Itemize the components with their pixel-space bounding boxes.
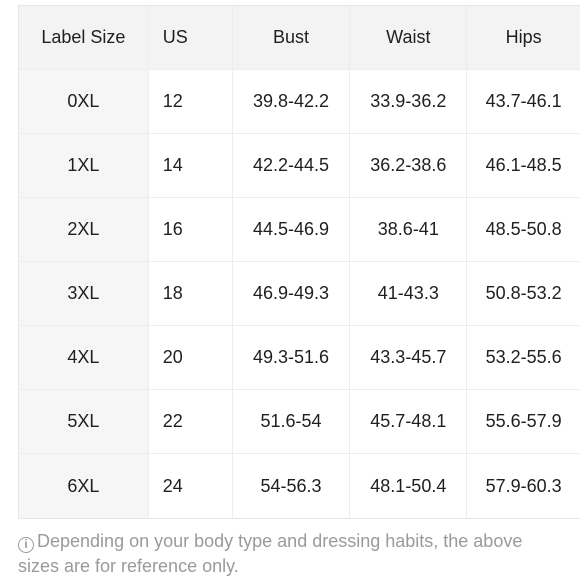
cell-hips: 55.6-57.9 <box>485 411 562 431</box>
cell-label-size: 1XL <box>19 134 149 197</box>
cell-us: 16 <box>149 198 233 261</box>
cell-us: 12 <box>149 70 233 133</box>
table-header-row: Label Size US Bust Waist Hips <box>19 6 580 70</box>
table-row: 0XL 12 39.8-42.2 33.9-36.2 43.7-46.1 <box>19 70 580 134</box>
cell-hips: 43.7-46.1 <box>485 91 562 111</box>
cell-us: 18 <box>149 262 233 325</box>
cell-bust: 51.6-54 <box>233 390 351 453</box>
cell-hips: 50.8-53.2 <box>485 283 562 303</box>
cell-waist: 43.3-45.7 <box>350 326 468 389</box>
header-label-size: Label Size <box>19 6 149 69</box>
cell-waist: 38.6-41 <box>350 198 468 261</box>
cell-us: 22 <box>149 390 233 453</box>
cell-us: 14 <box>149 134 233 197</box>
reference-note-text: Depending on your body type and dressing… <box>18 531 523 576</box>
cell-bust: 54-56.3 <box>233 454 351 518</box>
cell-label-size: 0XL <box>19 70 149 133</box>
cell-hips: 57.9-60.3 <box>485 475 562 496</box>
cell-hips: 48.5-50.8 <box>485 219 562 239</box>
header-hips: Hips <box>467 6 580 69</box>
info-icon: i <box>18 537 34 553</box>
reference-note: i Depending on your body type and dressin… <box>18 529 563 579</box>
cell-waist: 36.2-38.6 <box>350 134 468 197</box>
cell-waist: 45.7-48.1 <box>350 390 468 453</box>
cell-waist: 48.1-50.4 <box>350 454 468 518</box>
size-chart-table: Label Size US Bust Waist Hips 0XL 12 39.… <box>18 5 580 519</box>
cell-us: 24 <box>149 454 233 518</box>
cell-bust: 49.3-51.6 <box>233 326 351 389</box>
cell-bust: 42.2-44.5 <box>233 134 351 197</box>
cell-hips: 46.1-48.5 <box>485 155 562 175</box>
cell-waist: 41-43.3 <box>350 262 468 325</box>
cell-label-size: 4XL <box>19 326 149 389</box>
cell-us: 20 <box>149 326 233 389</box>
table-row: 2XL 16 44.5-46.9 38.6-41 48.5-50.8 <box>19 198 580 262</box>
cell-label-size: 5XL <box>19 390 149 453</box>
table-row: 5XL 22 51.6-54 45.7-48.1 55.6-57.9 <box>19 390 580 454</box>
table-row: 4XL 20 49.3-51.6 43.3-45.7 53.2-55.6 <box>19 326 580 390</box>
cell-bust: 39.8-42.2 <box>233 70 351 133</box>
cell-label-size: 2XL <box>19 198 149 261</box>
table-row: 1XL 14 42.2-44.5 36.2-38.6 46.1-48.5 <box>19 134 580 198</box>
header-waist: Waist <box>350 6 468 69</box>
cell-hips: 53.2-55.6 <box>485 347 562 367</box>
table-row: 3XL 18 46.9-49.3 41-43.3 50.8-53.2 <box>19 262 580 326</box>
cell-label-size: 3XL <box>19 262 149 325</box>
cell-bust: 44.5-46.9 <box>233 198 351 261</box>
header-us: US <box>148 6 233 69</box>
header-bust: Bust <box>232 6 351 69</box>
cell-label-size: 6XL <box>19 454 149 518</box>
table-row: 6XL 24 54-56.3 48.1-50.4 57.9-60.3 <box>19 454 580 518</box>
cell-bust: 46.9-49.3 <box>233 262 351 325</box>
cell-waist: 33.9-36.2 <box>350 70 468 133</box>
